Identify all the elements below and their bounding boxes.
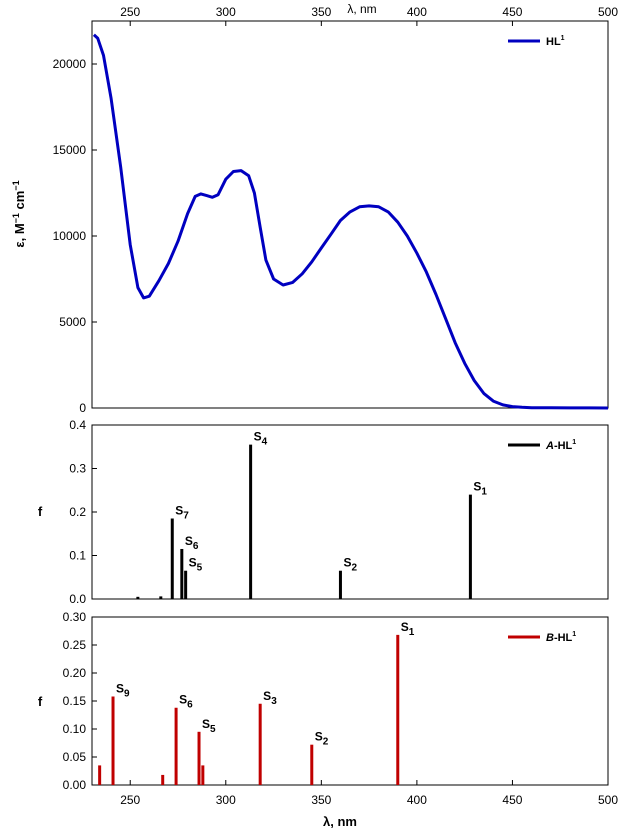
bottom-x-axis-title: λ, nm <box>323 814 357 829</box>
panel3-y-tick-label-0.20: 0.20 <box>63 666 87 680</box>
panel2-y-tick-label-0.0: 0.0 <box>69 592 86 606</box>
top-x-tick-label-250: 250 <box>120 5 140 19</box>
bottom-x-tick-label-250: 250 <box>120 793 140 807</box>
panel3-state-sub-9: 9 <box>124 689 130 700</box>
hl1-spectrum-line <box>92 33 609 410</box>
panel-frame-3 <box>91 616 609 786</box>
panel2-legend-base: -HL <box>554 440 573 452</box>
panel3-legend-italic: B <box>546 632 554 644</box>
panel2-state-label-4: S4 <box>254 430 268 448</box>
panel3-legend-base: -HL <box>554 632 573 644</box>
panel2-state-letter-1: S <box>473 480 481 494</box>
panel3-state-sub-6: 6 <box>187 700 193 711</box>
top-x-tick-label-350: 350 <box>311 5 331 19</box>
panel3-y-tick-label-0.00: 0.00 <box>63 778 87 792</box>
panel2-state-letter-4: S <box>254 430 262 444</box>
panel1-y-tick-label-10000: 10000 <box>53 229 87 243</box>
panel3-state-letter-1: S <box>401 620 409 634</box>
panel2-state-sub-6: 6 <box>193 541 199 552</box>
panel3-y-tick-label-0.10: 0.10 <box>63 722 87 736</box>
ylabel-sup-1: −1 <box>11 213 21 223</box>
panel3-state-sub-5: 5 <box>210 724 216 735</box>
panel2-state-letter-6: S <box>185 534 193 548</box>
ylabel-part-2: cm <box>12 191 27 213</box>
panel2-state-letter-7: S <box>175 504 183 518</box>
top-x-tick-label-450: 450 <box>502 5 522 19</box>
panel2-y-tick-label-0.1: 0.1 <box>69 549 86 563</box>
panel2-state-sub-7: 7 <box>183 511 189 522</box>
panel2-state-label-1: S1 <box>473 480 487 498</box>
bottom-x-tick-label-300: 300 <box>216 793 236 807</box>
panel2-state-label-5: S5 <box>189 556 203 574</box>
panel1-legend-sup: 1 <box>561 35 565 42</box>
panel2-y-tick-label-0.2: 0.2 <box>69 505 86 519</box>
panel3-state-sub-2: 2 <box>323 737 329 748</box>
bottom-x-tick-label-400: 400 <box>407 793 427 807</box>
panel2-state-label-2: S2 <box>343 556 357 574</box>
top-x-tick-label-300: 300 <box>216 5 236 19</box>
panel1-y-tick-label-0: 0 <box>79 401 86 415</box>
panel3-y-tick-label-0.15: 0.15 <box>63 694 87 708</box>
panel3-legend-sup: 1 <box>572 631 576 638</box>
panel2-y-tick-label-0.3: 0.3 <box>69 462 86 476</box>
top-x-tick-label-400: 400 <box>407 5 427 19</box>
panel1-y-tick-label-20000: 20000 <box>53 57 87 71</box>
panel3-y-tick-label-0.05: 0.05 <box>63 750 87 764</box>
panel2-state-letter-5: S <box>189 556 197 570</box>
panel1-y-tick-label-5000: 5000 <box>59 315 86 329</box>
panel2-y-axis-title: f <box>38 504 43 519</box>
panel2-legend-label: A-HL1 <box>545 439 576 452</box>
panel3-state-sub-1: 1 <box>409 627 415 638</box>
panel3-state-label-3: S3 <box>263 689 277 707</box>
ylabel-part-1: ε, M <box>12 223 27 247</box>
panel-frame-2 <box>91 424 609 600</box>
panel2-state-sub-5: 5 <box>197 563 203 574</box>
panel3-state-letter-2: S <box>315 730 323 744</box>
bottom-x-tick-label-350: 350 <box>311 793 331 807</box>
top-x-axis-title: λ, nm <box>347 2 376 16</box>
panel1-y-tick-label-15000: 15000 <box>53 143 87 157</box>
panel3-state-letter-6: S <box>179 693 187 707</box>
top-x-tick-label-500: 500 <box>598 5 618 19</box>
panel2-state-sub-2: 2 <box>351 563 357 574</box>
panel3-legend-label: B-HL1 <box>546 631 576 644</box>
panel3-state-label-1: S1 <box>401 620 415 638</box>
panel3-state-label-9: S9 <box>116 682 130 700</box>
bottom-x-tick-label-500: 500 <box>598 793 618 807</box>
panel3-y-axis-title: f <box>38 694 43 709</box>
panel2-legend-italic: A <box>545 440 554 452</box>
panel2-state-label-6: S6 <box>185 534 199 552</box>
panel2-state-sub-4: 4 <box>262 437 268 448</box>
panel2-y-tick-label-0.4: 0.4 <box>69 418 86 432</box>
panel3-state-label-2: S2 <box>315 730 329 748</box>
panel3-y-tick-label-0.25: 0.25 <box>63 638 87 652</box>
panel2-state-sub-1: 1 <box>481 487 487 498</box>
panel3-state-label-5: S5 <box>202 717 216 735</box>
panel2-state-letter-2: S <box>343 556 351 570</box>
panel3-state-letter-5: S <box>202 717 210 731</box>
panel2-state-label-7: S7 <box>175 504 189 522</box>
ylabel-sup-2: −1 <box>11 180 21 190</box>
panel3-state-label-6: S6 <box>179 693 193 711</box>
panel1-legend-label: HL1 <box>546 35 565 48</box>
panel3-state-sub-3: 3 <box>271 696 277 707</box>
panel3-state-letter-3: S <box>263 689 271 703</box>
panel-frame-1 <box>91 20 609 409</box>
panel2-legend-sup: 1 <box>572 439 576 446</box>
panel1-legend-base: HL <box>546 36 561 48</box>
bottom-x-tick-label-450: 450 <box>502 793 522 807</box>
panel3-y-tick-label-0.30: 0.30 <box>63 610 87 624</box>
panel1-y-axis-title: ε, M−1 cm−1 <box>11 180 27 247</box>
panel3-state-letter-9: S <box>116 682 124 696</box>
